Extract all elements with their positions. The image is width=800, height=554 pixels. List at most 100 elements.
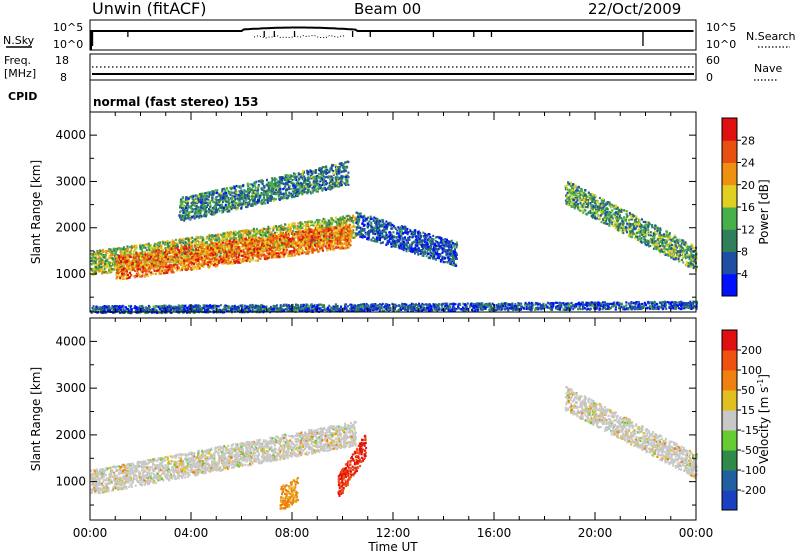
data-cell bbox=[160, 251, 163, 254]
data-cell bbox=[216, 239, 219, 242]
data-cell bbox=[284, 243, 287, 246]
data-cell bbox=[148, 252, 151, 255]
data-cell bbox=[317, 221, 319, 224]
data-cell bbox=[282, 249, 285, 252]
data-cell bbox=[192, 263, 195, 266]
data-cell bbox=[316, 231, 319, 234]
data-cell bbox=[240, 205, 243, 208]
data-cell bbox=[107, 270, 110, 273]
data-cell bbox=[162, 249, 165, 252]
data-cell bbox=[146, 274, 149, 277]
data-cell bbox=[243, 251, 245, 254]
data-cell bbox=[208, 234, 211, 237]
data-cell bbox=[337, 227, 340, 230]
data-cell bbox=[141, 249, 143, 252]
data-cell bbox=[240, 235, 243, 238]
data-cell bbox=[172, 264, 175, 267]
data-cell bbox=[126, 265, 129, 268]
data-cell bbox=[147, 247, 150, 250]
data-cell bbox=[341, 238, 344, 241]
data-cell bbox=[248, 238, 251, 241]
data-cell bbox=[154, 257, 157, 260]
data-cell bbox=[288, 192, 291, 195]
data-cell bbox=[296, 227, 299, 230]
data-cell bbox=[93, 254, 96, 257]
data-cell bbox=[150, 271, 153, 274]
data-cell bbox=[139, 256, 142, 259]
cpid-text: normal (fast stereo) 153 bbox=[93, 95, 259, 109]
data-cell bbox=[272, 246, 275, 249]
data-cell bbox=[282, 235, 285, 238]
data-cell bbox=[121, 265, 124, 268]
data-cell bbox=[285, 245, 288, 249]
data-cell bbox=[293, 249, 296, 253]
data-cell bbox=[297, 241, 300, 245]
data-cell bbox=[121, 253, 124, 256]
data-cell bbox=[258, 253, 261, 256]
data-cell bbox=[196, 266, 199, 269]
data-cell bbox=[244, 239, 247, 242]
data-cell bbox=[299, 232, 302, 235]
data-cell bbox=[342, 231, 345, 234]
data-cell bbox=[272, 239, 275, 242]
data-cell bbox=[292, 251, 295, 254]
data-cell bbox=[325, 229, 327, 232]
data-cell bbox=[235, 245, 238, 248]
data-cell bbox=[105, 266, 107, 269]
data-cell bbox=[246, 245, 249, 248]
data-cell bbox=[171, 269, 174, 272]
data-cell bbox=[235, 237, 237, 240]
data-cell bbox=[314, 234, 317, 237]
data-cell bbox=[354, 216, 357, 219]
data-cell bbox=[167, 245, 170, 248]
data-cell bbox=[348, 235, 351, 238]
data-cell bbox=[174, 244, 177, 247]
data-cell bbox=[281, 239, 284, 242]
data-cell bbox=[235, 241, 238, 244]
data-cell bbox=[337, 246, 340, 249]
data-cell bbox=[214, 198, 217, 201]
data-cell bbox=[144, 265, 147, 268]
data-cell bbox=[149, 267, 152, 270]
data-cell bbox=[183, 258, 186, 261]
data-cell bbox=[98, 264, 101, 267]
data-cell bbox=[119, 276, 122, 279]
data-cell bbox=[282, 239, 285, 242]
data-cell bbox=[181, 260, 184, 263]
data-cell bbox=[109, 267, 112, 270]
data-cell bbox=[242, 233, 245, 236]
data-cell bbox=[222, 245, 225, 248]
data-cell bbox=[313, 182, 316, 185]
data-cell bbox=[290, 192, 292, 195]
data-cell bbox=[221, 262, 224, 265]
data-cell bbox=[278, 242, 281, 246]
data-cell bbox=[234, 246, 237, 249]
data-cell bbox=[136, 264, 139, 268]
data-cell bbox=[136, 269, 139, 273]
data-cell bbox=[272, 229, 275, 232]
data-cell bbox=[245, 190, 248, 193]
data-cell bbox=[92, 263, 95, 266]
data-cell bbox=[247, 246, 250, 249]
data-cell bbox=[285, 248, 288, 251]
data-cell bbox=[161, 270, 164, 273]
data-cell bbox=[181, 264, 184, 267]
data-cell bbox=[281, 182, 284, 185]
data-cell bbox=[310, 242, 313, 245]
data-cell bbox=[282, 237, 285, 241]
data-cell bbox=[137, 256, 140, 259]
data-cell bbox=[246, 230, 249, 233]
data-cell bbox=[139, 274, 141, 277]
data-cell bbox=[238, 245, 241, 249]
data-cell bbox=[318, 242, 321, 245]
data-cell bbox=[207, 238, 210, 241]
data-cell bbox=[140, 244, 143, 247]
data-cell bbox=[212, 251, 215, 254]
data-cell bbox=[304, 221, 307, 224]
data-cell bbox=[233, 251, 236, 254]
data-cell bbox=[109, 256, 112, 260]
data-cell bbox=[240, 254, 243, 257]
data-cell bbox=[277, 255, 280, 258]
nsky-series-line bbox=[90, 26, 694, 32]
